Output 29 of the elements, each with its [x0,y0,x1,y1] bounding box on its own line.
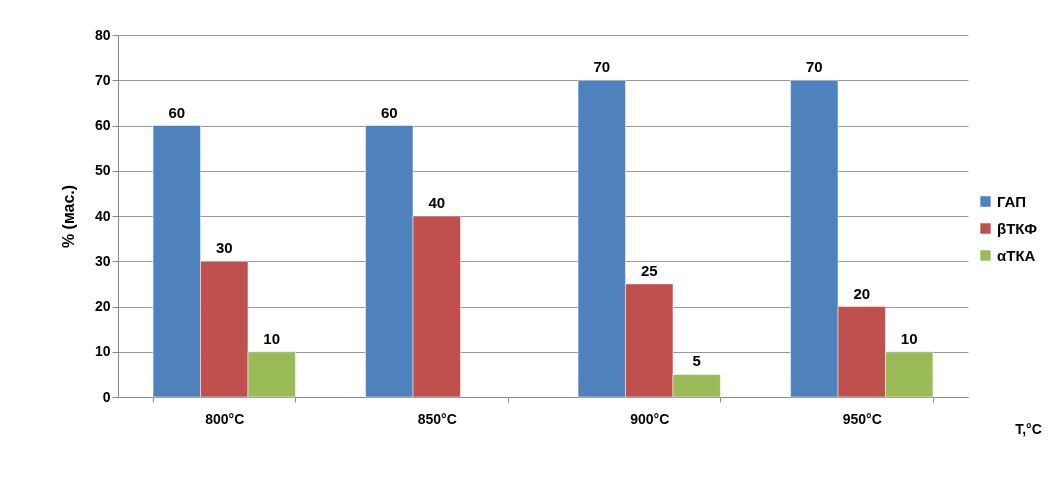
y-tick-label: 60 [94,117,111,133]
legend-label: βТКФ [997,219,1038,237]
y-tick-label: 30 [94,252,111,269]
data-label: 70 [805,58,823,76]
y-tick-label: 20 [94,298,111,314]
x-tick-label: 950°C [842,410,882,427]
y-tick-label: 0 [102,388,111,405]
y-tick-label: 50 [94,162,111,179]
y-tick-label: 80 [94,26,111,43]
y-axis-title: % (мас.) [59,184,77,249]
data-label: 5 [692,352,701,370]
data-label: 20 [853,284,871,302]
legend-label: αТКА [997,246,1036,264]
x-tick-label: 800°C [205,410,245,427]
y-tick-label: 70 [94,71,111,88]
data-label: 40 [428,194,446,211]
data-label: 60 [168,103,186,121]
data-label: 10 [900,329,918,347]
y-tick-label: 10 [94,343,111,360]
x-axis-title: T,°C [1015,420,1042,437]
data-label: 10 [263,329,281,347]
y-tick-label: 40 [94,207,111,224]
data-label: 70 [593,58,611,76]
legend-label: ГАП [997,192,1026,210]
x-tick-label: 900°C [630,410,670,427]
data-label: 60 [380,103,398,121]
data-label: 25 [640,261,658,279]
data-label: 30 [215,239,233,257]
x-tick-label: 850°C [417,410,457,427]
